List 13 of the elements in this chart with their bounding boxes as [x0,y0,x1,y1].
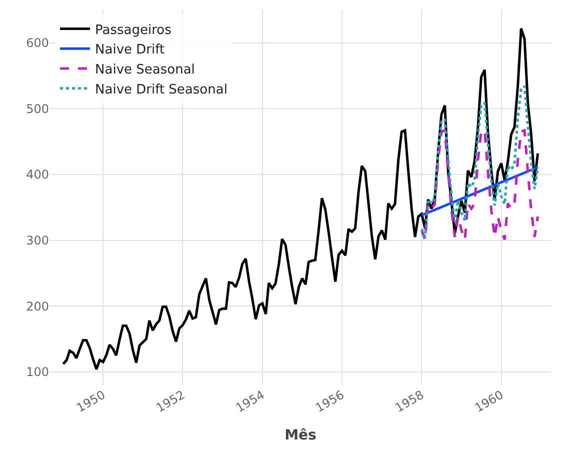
line-series [420,129,540,241]
y-tick-label: 600 [26,36,49,50]
legend-label: Naive Drift Seasonal [95,82,228,98]
line-series [420,85,540,238]
x-axis-title: Mês [284,427,316,444]
legend-label: Passageiros [95,22,172,38]
y-tick-label: 200 [26,299,49,314]
y-tick-label: 300 [26,233,49,248]
legend-label: Naive Drift [95,42,165,58]
y-tick-label: 500 [26,102,49,116]
legend-label: Naive Seasonal [95,62,195,78]
y-tick-label: 100 [26,365,49,380]
y-tick-label: 400 [26,168,49,182]
